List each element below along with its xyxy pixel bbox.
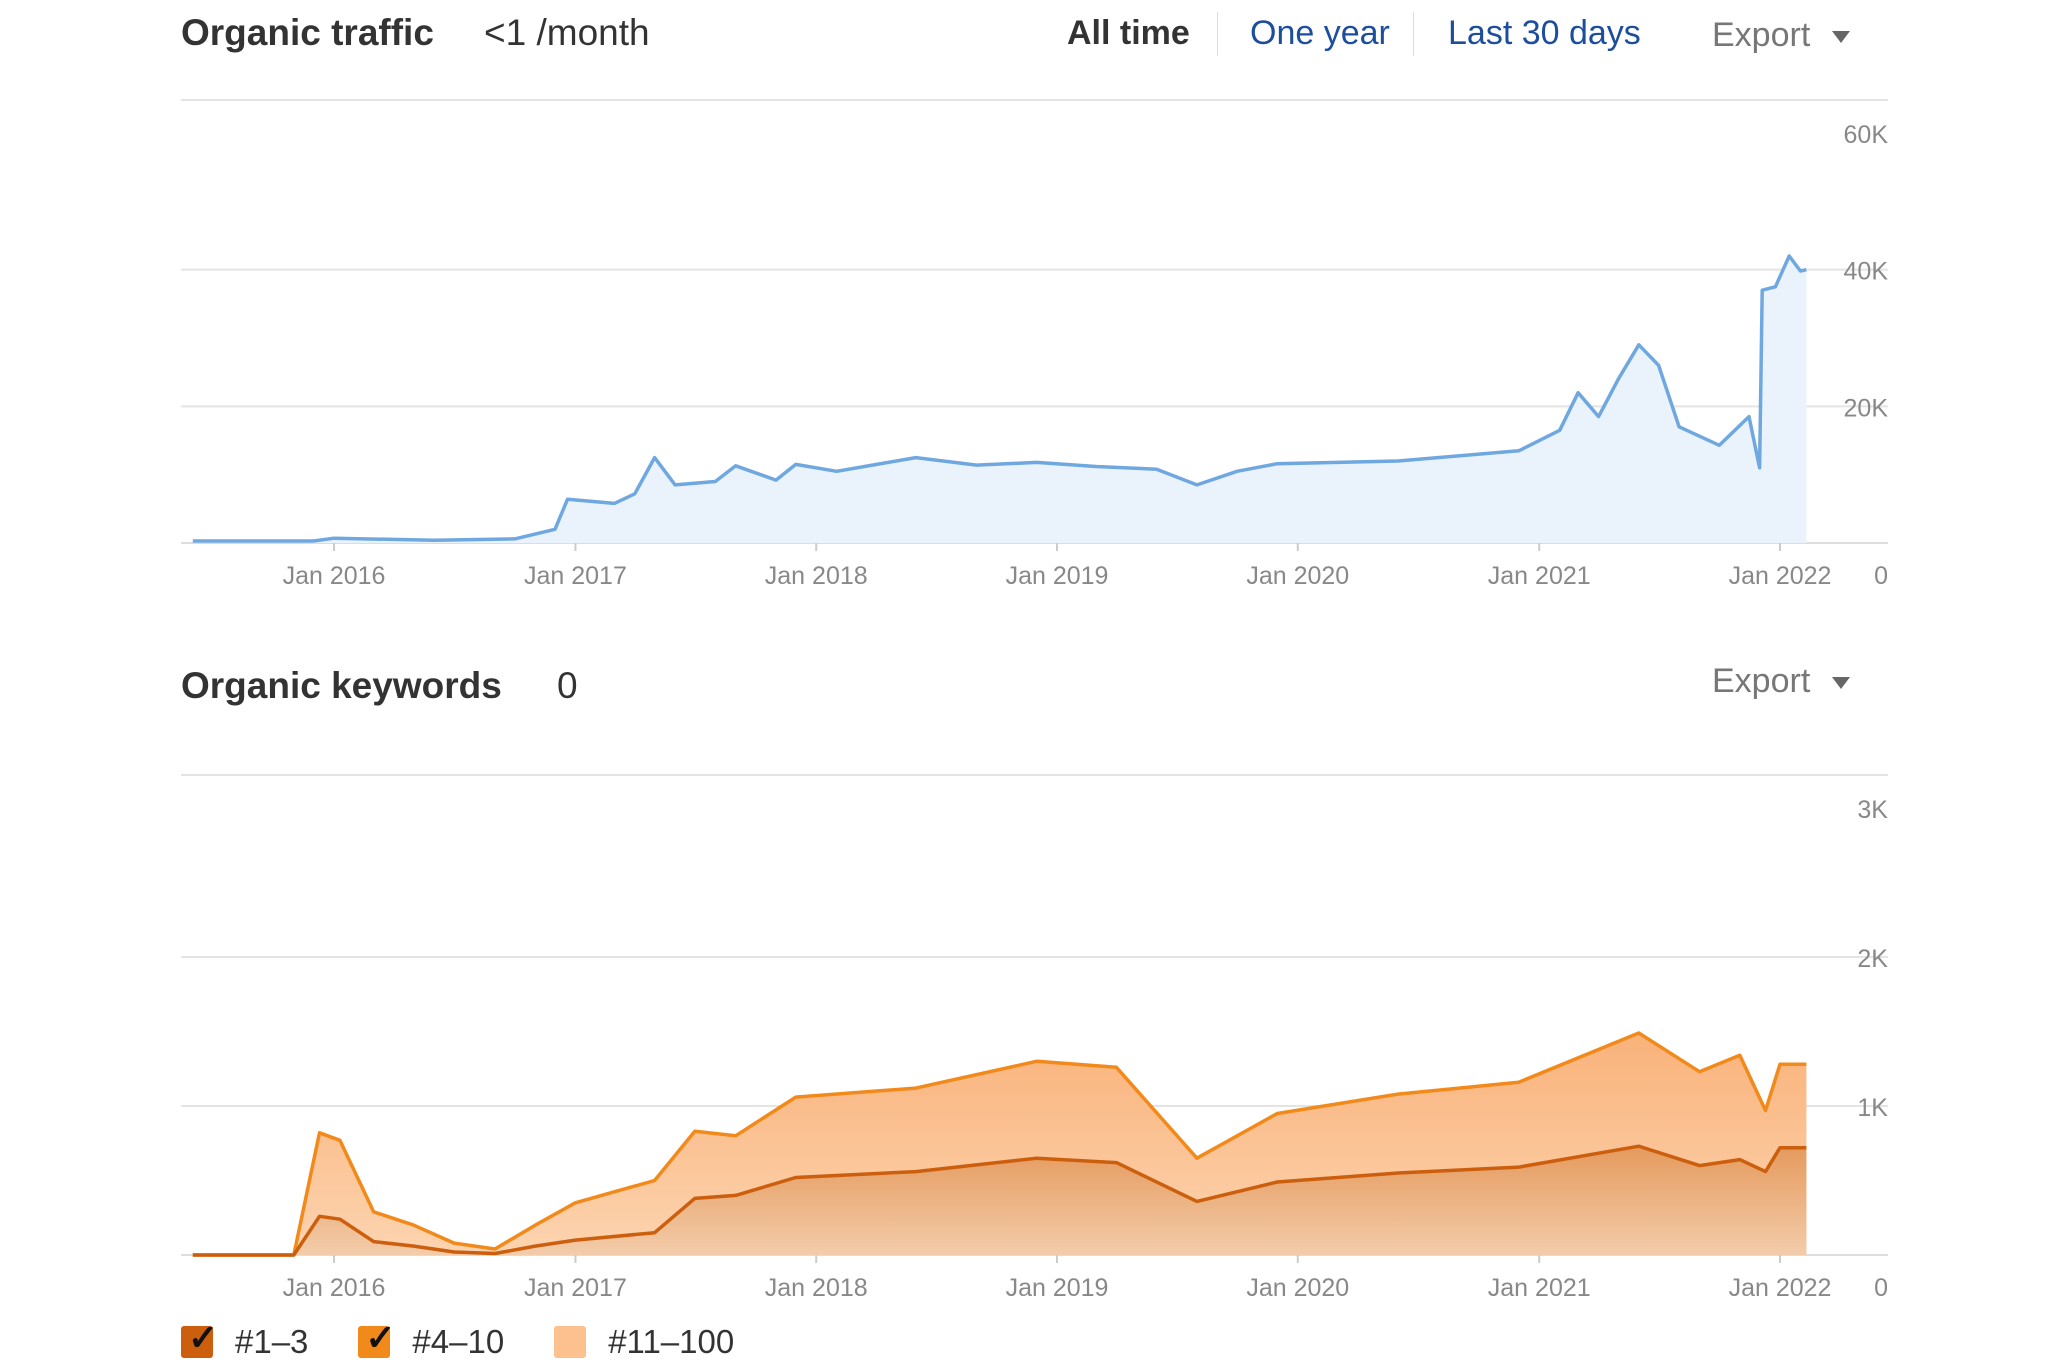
traffic-title: Organic traffic	[181, 12, 434, 53]
traffic-chart: 0 20K 40K 60K Jan 2016 Jan 2017 Jan 2018 Jan 20…	[181, 99, 1889, 590]
legend-swatch-top3[interactable]: ✓	[181, 1320, 218, 1358]
y-tick-label: 60K	[1844, 121, 1889, 149]
legend-item-top3[interactable]: ✓ #1–3	[181, 1320, 309, 1361]
legend-label-4-10: #4–10	[412, 1323, 505, 1360]
y-tick-label: 40K	[1844, 258, 1889, 286]
x-tick-label: Jan 2016	[283, 1274, 386, 1302]
keywords-legend: ✓ #1–3 ✓ #4–10 #11–100	[181, 1320, 784, 1361]
x-tick-label: Jan 2019	[1006, 562, 1109, 590]
keywords-value: 0	[557, 665, 578, 706]
range-separator	[1413, 12, 1414, 56]
x-tick-label: Jan 2022	[1729, 562, 1832, 590]
x-tick-label: Jan 2016	[283, 562, 386, 590]
x-tick-label: Jan 2022	[1729, 1274, 1832, 1302]
x-tick-label: Jan 2020	[1246, 562, 1349, 590]
traffic-value: <1 /month	[484, 12, 650, 53]
x-tick-label: Jan 2019	[1006, 1274, 1109, 1302]
range-separator	[1217, 12, 1218, 56]
y-tick-label: 2K	[1857, 945, 1888, 973]
legend-item-4-10[interactable]: ✓ #4–10	[358, 1320, 505, 1361]
traffic-line	[192, 254, 1807, 543]
legend-label-11-100: #11–100	[608, 1323, 735, 1360]
keywords-title: Organic keywords	[181, 665, 502, 706]
x-tick-label: Jan 2021	[1488, 1274, 1591, 1302]
caret-down-icon	[1832, 31, 1851, 44]
keywords-line-4-10	[192, 1031, 1807, 1257]
legend-swatch-4-10[interactable]: ✓	[358, 1320, 396, 1358]
legend-item-11-100[interactable]: #11–100	[554, 1323, 734, 1361]
range-one-year[interactable]: One year	[1250, 14, 1390, 52]
x-tick-label: Jan 2020	[1246, 1274, 1349, 1302]
y-tick-label: 3K	[1857, 796, 1888, 824]
y-tick-label: 1K	[1857, 1094, 1888, 1122]
keywords-line-1-3	[192, 1144, 1807, 1257]
keywords-export-label: Export	[1712, 662, 1811, 700]
traffic-export-button[interactable]: Export	[1712, 16, 1851, 55]
x-tick-label: Jan 2018	[765, 562, 868, 590]
checkmark-icon: ✓	[188, 1317, 219, 1358]
y-tick-label: 0	[1874, 562, 1888, 590]
range-last-30-days[interactable]: Last 30 days	[1448, 14, 1641, 52]
legend-label-top3: #1–3	[235, 1323, 309, 1360]
caret-down-icon	[1832, 677, 1851, 690]
keywords-export-button[interactable]: Export	[1712, 662, 1851, 701]
x-tick-label: Jan 2017	[524, 1274, 627, 1302]
legend-swatch-11-100[interactable]	[554, 1326, 587, 1358]
traffic-area	[192, 256, 1807, 543]
y-tick-label: 20K	[1844, 394, 1889, 422]
x-tick-label: Jan 2017	[524, 562, 627, 590]
x-tick-label: Jan 2021	[1488, 562, 1591, 590]
checkmark-icon: ✓	[365, 1317, 396, 1358]
range-all-time[interactable]: All time	[1067, 14, 1190, 52]
traffic-export-label: Export	[1712, 16, 1811, 54]
y-tick-label: 0	[1874, 1274, 1888, 1302]
x-tick-label: Jan 2018	[765, 1274, 868, 1302]
